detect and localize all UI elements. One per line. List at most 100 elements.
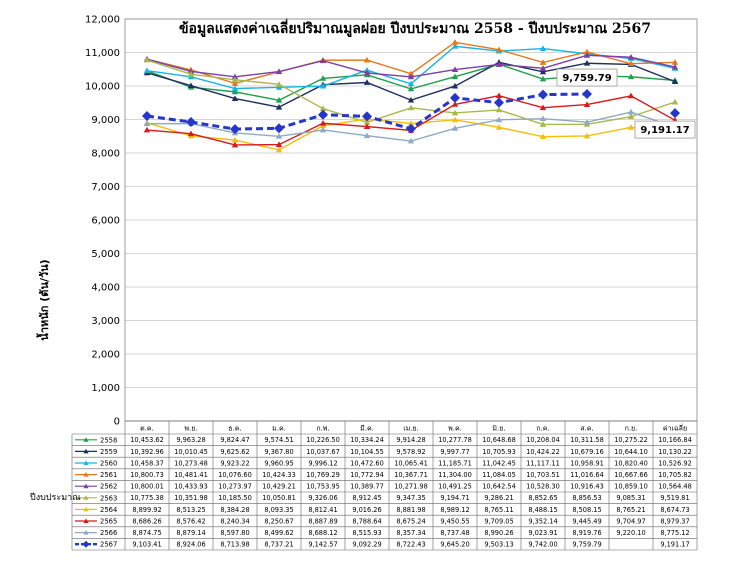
table-cell: 9,503.13 [484, 541, 513, 549]
x-category-label: พ.ย. [184, 425, 197, 433]
table-cell: 10,065.41 [394, 459, 428, 467]
data-point [627, 60, 635, 67]
table-cell: 9,023.91 [528, 529, 557, 537]
table-cell: 8,765.11 [484, 506, 513, 514]
table-cell: 9,996.12 [308, 459, 337, 467]
data-point [275, 68, 283, 75]
table-cell: 8,508.15 [572, 506, 601, 514]
data-point [275, 141, 283, 148]
table-cell: 10,526.92 [658, 459, 692, 467]
table-cell: 10,769.29 [306, 471, 340, 479]
data-point [363, 79, 371, 85]
legend-key-marker [83, 518, 89, 523]
data-point [231, 80, 239, 86]
data-point [671, 59, 679, 65]
table-cell: 10,772.94 [350, 471, 384, 479]
data-point [538, 89, 548, 100]
data-point [539, 104, 547, 111]
table-cell: 10,679.16 [570, 448, 604, 456]
table-cell: 8,856.53 [572, 494, 601, 502]
data-point [231, 73, 239, 80]
data-point [670, 108, 680, 119]
data-point [671, 78, 679, 85]
data-point [407, 104, 415, 111]
table-cell: 10,273.97 [218, 483, 252, 491]
data-point [539, 68, 547, 75]
table-cell: 9,194.71 [440, 494, 469, 502]
series-lines [142, 39, 680, 153]
data-point [143, 120, 151, 127]
data-point [187, 71, 195, 77]
table-cell: 11,185.71 [438, 459, 472, 467]
table-cell: 10,667.66 [614, 471, 648, 479]
table-cell: 9,092.29 [352, 541, 381, 549]
table-cell: 8,597.80 [220, 529, 249, 537]
table-cell: 8,887.89 [308, 517, 337, 525]
data-point [495, 46, 503, 53]
data-point [407, 137, 415, 144]
table-cell: 10,424.33 [262, 471, 296, 479]
data-point [231, 95, 239, 101]
table-group-label: ปีงบประมาณ [30, 492, 81, 503]
data-point [627, 124, 635, 130]
callout-box [556, 68, 618, 87]
data-point [363, 69, 371, 76]
table-cell: 8,989.12 [440, 506, 469, 514]
data-point [495, 106, 503, 113]
data-point [539, 115, 547, 122]
table-cell: 9,352.14 [528, 517, 557, 525]
data-point [275, 146, 283, 153]
table-cell: 9,997.77 [440, 448, 469, 456]
table-cell: 9,824.47 [220, 436, 249, 444]
data-point [362, 111, 372, 122]
table-cell: 10,644.10 [614, 448, 648, 456]
data-point [539, 59, 547, 65]
data-point [407, 120, 415, 126]
table-cell: 10,753.95 [306, 483, 340, 491]
series-2567 [142, 89, 680, 135]
data-point [274, 123, 284, 134]
table-cell: 8,240.34 [220, 517, 249, 525]
table-cell: 11,084.05 [482, 471, 516, 479]
data-point [451, 116, 459, 123]
data-point [143, 126, 151, 133]
table-cell: 8,874.75 [132, 529, 161, 537]
table-cell: 8,688.12 [308, 529, 337, 537]
data-point [319, 105, 327, 111]
table-cell: 9,578.92 [396, 448, 425, 456]
table-cell: 10,705.93 [482, 448, 516, 456]
table-cell: 10,037.67 [306, 448, 340, 456]
legend-key-marker [83, 506, 89, 512]
x-category-label: ต.ค. [140, 425, 154, 433]
table-cell: 8,990.26 [484, 529, 513, 537]
data-point [495, 61, 503, 67]
data-point [671, 98, 679, 105]
chart-title: ข้อมูลแสดงค่าเฉลี่ยปริมาณมูลฝอย ปีงบประม… [179, 18, 651, 37]
table-cell: 10,424.22 [526, 448, 560, 456]
table-cell: 10,334.24 [350, 436, 384, 444]
data-point [583, 52, 591, 58]
data-point [363, 56, 371, 63]
data-point [230, 124, 240, 135]
y-tick-label: 8,000 [91, 149, 120, 160]
series-name: 2566 [100, 529, 117, 537]
series-name: 2561 [100, 471, 117, 479]
table-cell: 9,704.97 [616, 517, 645, 525]
data-point [319, 82, 327, 89]
data-point [275, 133, 283, 139]
data-point [186, 117, 196, 128]
table-cell: 8,919.76 [572, 529, 601, 537]
data-point [539, 65, 547, 71]
legend-key-marker [83, 437, 89, 442]
series-name: 2558 [100, 436, 117, 444]
table-cell: 8,515.93 [352, 529, 381, 537]
table-cell: 9,963.28 [176, 436, 205, 444]
table-cell: 8,686.26 [132, 517, 161, 525]
table-cell: 10,705.82 [658, 471, 692, 479]
data-point [451, 39, 459, 45]
y-tick-label: 4,000 [91, 283, 120, 294]
data-point [275, 97, 283, 103]
data-point [583, 60, 591, 66]
series-name: 2563 [100, 494, 117, 502]
data-point [319, 126, 327, 133]
